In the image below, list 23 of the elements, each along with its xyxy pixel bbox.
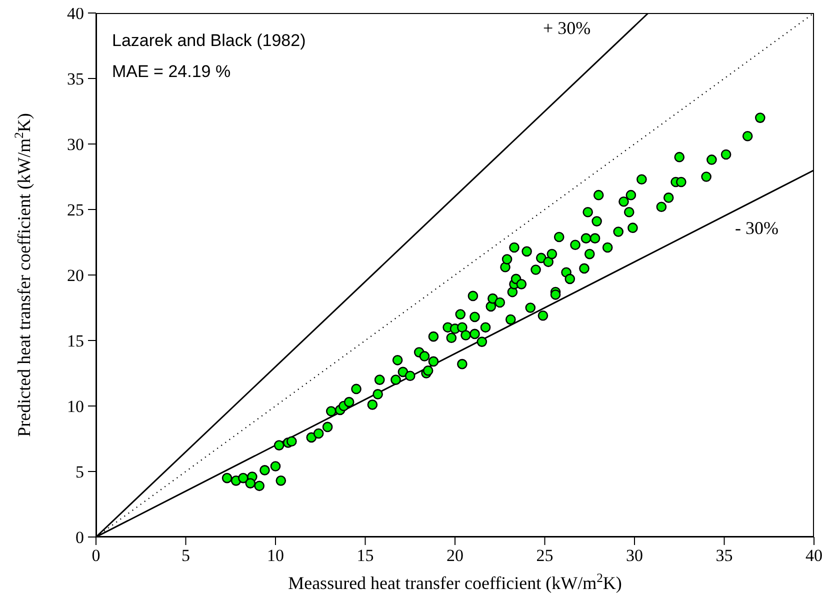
- annotation: + 30%: [543, 18, 591, 39]
- x-tick-label: 15: [356, 546, 374, 566]
- x-tick-label: 5: [182, 546, 190, 566]
- annotation: Lazarek and Black (1982): [112, 30, 306, 52]
- y-tick-label: 15: [67, 332, 84, 351]
- x-tick-label: 25: [536, 546, 554, 566]
- y-tick-label: 0: [76, 528, 84, 548]
- x-tick-label: 0: [92, 546, 100, 566]
- annotation: MAE = 24.19 %: [112, 61, 232, 83]
- x-axis-title: Meassured heat transfer coefficient (kW/m$^{2}$K): [288, 571, 622, 593]
- y-tick-label: 35: [67, 70, 84, 89]
- y-tick-label: 20: [67, 266, 84, 286]
- x-tick-label: 40: [806, 546, 822, 566]
- annotation: - 30%: [735, 218, 778, 239]
- y-tick-label: 40: [67, 4, 84, 24]
- x-tick-label: 30: [626, 546, 643, 566]
- y-tick-label: 30: [67, 135, 84, 154]
- x-tick-label: 20: [446, 546, 464, 566]
- y-tick-label: 10: [67, 397, 84, 416]
- x-tick-label: 35: [716, 546, 733, 566]
- y-tick-label: 5: [76, 462, 84, 482]
- y-tick-label: 25: [67, 200, 84, 220]
- x-tick-label: 10: [267, 546, 284, 566]
